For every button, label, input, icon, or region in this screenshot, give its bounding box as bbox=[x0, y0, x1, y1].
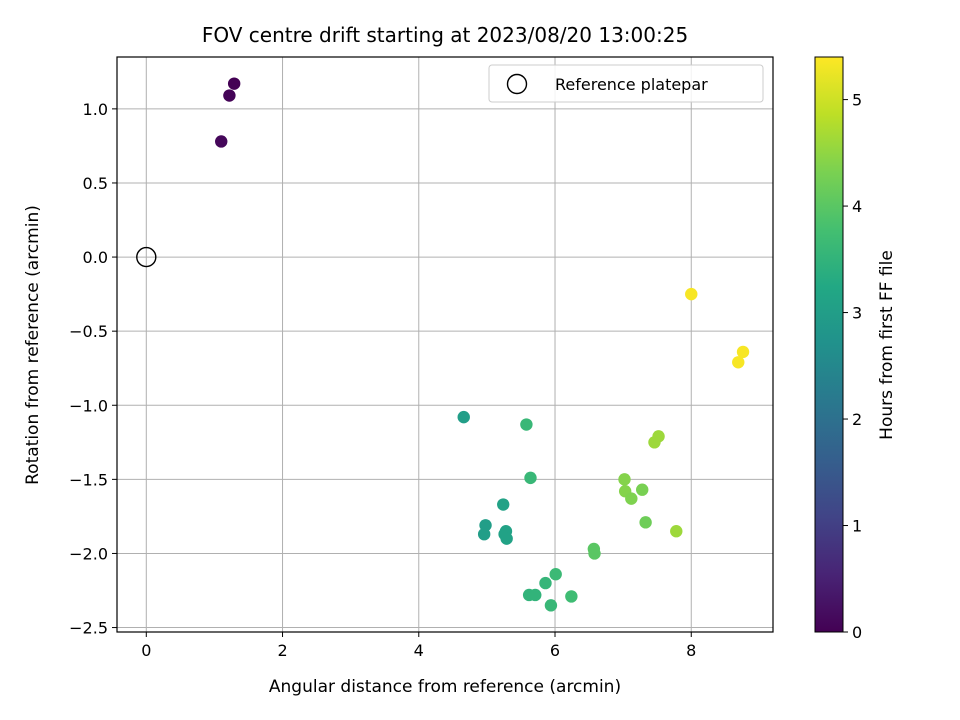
colorbar-tick-label: 4 bbox=[852, 197, 862, 216]
data-point bbox=[477, 527, 491, 541]
y-tick-label: 1.0 bbox=[83, 100, 108, 119]
data-point bbox=[670, 525, 683, 538]
colorbar: 0 1 2 3 4 5 Hours from first FF file bbox=[814, 56, 897, 642]
grid bbox=[117, 57, 773, 632]
data-point bbox=[539, 576, 552, 590]
chart-title: FOV centre drift starting at 2023/08/20 … bbox=[202, 23, 688, 47]
y-tick-label: 0.0 bbox=[83, 248, 108, 267]
y-tick-label: 0.5 bbox=[83, 174, 108, 193]
plot-frame bbox=[116, 56, 774, 633]
data-point bbox=[215, 135, 228, 148]
y-tick-label: −1.5 bbox=[69, 470, 108, 489]
legend-entry-reference: Reference platepar bbox=[555, 75, 708, 94]
data-point bbox=[524, 471, 537, 485]
data-point bbox=[520, 418, 533, 431]
x-tick-label: 8 bbox=[686, 641, 696, 660]
x-tick-label: 2 bbox=[277, 641, 287, 660]
colorbar-tick-label: 3 bbox=[852, 304, 862, 323]
data-point bbox=[588, 547, 601, 560]
data-point bbox=[618, 473, 631, 486]
y-axis-label: Rotation from reference (arcmin) bbox=[23, 205, 43, 485]
colorbar-label: Hours from first FF file bbox=[877, 250, 897, 440]
data-point bbox=[544, 599, 558, 612]
reference-layer bbox=[136, 246, 157, 268]
x-axis-label: Angular distance from reference (arcmin) bbox=[269, 677, 621, 697]
data-point bbox=[652, 430, 665, 443]
x-tick-label: 6 bbox=[550, 641, 560, 660]
x-axis-ticks: 0 2 4 6 8 bbox=[141, 632, 696, 660]
legend-reference-marker bbox=[506, 73, 528, 95]
data-point bbox=[223, 89, 236, 102]
data-point bbox=[457, 410, 470, 424]
data-point bbox=[497, 498, 510, 511]
y-tick-label: −2.5 bbox=[69, 619, 108, 638]
colorbar-gradient bbox=[814, 56, 844, 633]
data-point bbox=[227, 77, 241, 90]
data-point bbox=[565, 590, 578, 603]
data-points bbox=[215, 77, 750, 612]
data-point bbox=[636, 483, 649, 496]
colorbar-tick-label: 5 bbox=[852, 91, 862, 110]
colorbar-ticks: 0 1 2 3 4 5 bbox=[843, 91, 862, 642]
data-point bbox=[736, 345, 750, 359]
x-tick-label: 4 bbox=[414, 641, 424, 660]
y-axis-ticks: 1.0 0.5 0.0 −0.5 −1.0 −1.5 −2.0 −2.5 bbox=[69, 100, 117, 638]
data-point bbox=[639, 516, 652, 529]
data-point bbox=[529, 588, 542, 602]
data-point bbox=[685, 287, 698, 301]
reference-platepar-marker bbox=[136, 246, 157, 268]
legend: Reference platepar bbox=[488, 64, 764, 103]
colorbar-tick-label: 1 bbox=[852, 517, 862, 536]
colorbar-tick-label: 0 bbox=[852, 623, 862, 642]
y-tick-label: −1.0 bbox=[69, 396, 108, 415]
legend-box bbox=[488, 64, 764, 103]
x-tick-label: 0 bbox=[141, 641, 151, 660]
colorbar-tick-label: 2 bbox=[852, 410, 862, 429]
data-point bbox=[732, 356, 745, 369]
y-tick-label: −0.5 bbox=[69, 322, 108, 341]
data-point bbox=[625, 492, 638, 505]
data-point bbox=[500, 532, 513, 545]
data-point bbox=[549, 568, 562, 581]
y-tick-label: −2.0 bbox=[69, 544, 108, 563]
